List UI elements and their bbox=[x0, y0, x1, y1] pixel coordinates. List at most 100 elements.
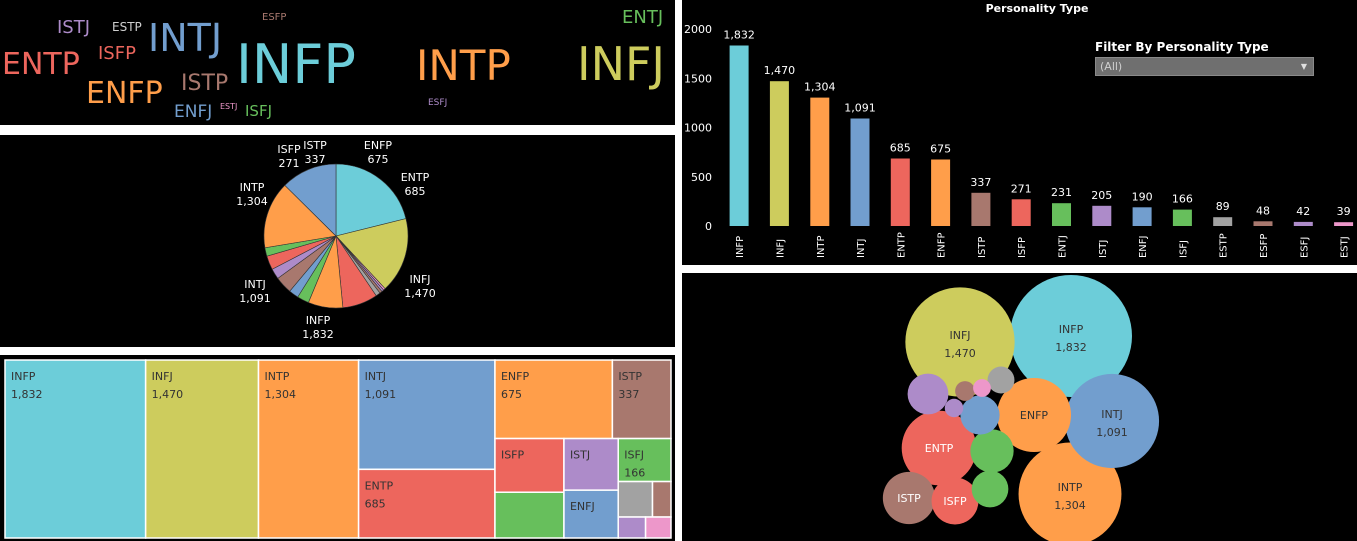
bubble-label-intj: INTJ bbox=[1101, 408, 1122, 421]
filter-label: Filter By Personality Type bbox=[1095, 40, 1269, 54]
word-enfp: ENFP bbox=[86, 76, 163, 111]
bubble-isfj bbox=[971, 470, 1009, 508]
word-istj: ISTJ bbox=[57, 17, 90, 38]
packed-bubble-chart: INFP 1,832 INFJ 1,470 INTP 1,304 INTJ 1,091 ENTP… bbox=[882, 275, 1160, 541]
x-tick-estj: ESTJ bbox=[1340, 236, 1351, 258]
treemap-label-istp: ISTP bbox=[618, 370, 642, 383]
bar-value-label-isfp: 271 bbox=[1011, 182, 1032, 195]
bubble-value-infp: 1,832 bbox=[1055, 341, 1087, 354]
filter-selected-value: (All) bbox=[1100, 60, 1123, 73]
bubble-entj bbox=[970, 429, 1014, 473]
bar-estp bbox=[1213, 217, 1233, 226]
word-istp: ISTP bbox=[181, 71, 228, 96]
bar-value-label-infj: 1,470 bbox=[764, 64, 796, 77]
pie-value-infj: 1,470 bbox=[404, 287, 436, 300]
word-esfp: ESFP bbox=[262, 12, 286, 23]
word-entp: ENTP bbox=[2, 47, 80, 82]
bar-entj bbox=[1052, 203, 1071, 226]
bubble-isfp bbox=[931, 477, 979, 525]
x-tick-intj: INTJ bbox=[856, 239, 867, 259]
treemap-cell-istj bbox=[563, 437, 619, 491]
treemap-cell-infj bbox=[144, 359, 260, 539]
word-estp: ESTP bbox=[112, 20, 142, 34]
bubble-estp bbox=[987, 366, 1015, 394]
bar-estj bbox=[1334, 222, 1354, 226]
bubble-value-intp: 1,304 bbox=[1054, 499, 1086, 512]
bar-value-label-esfp: 48 bbox=[1256, 204, 1270, 217]
word-infp: INFP bbox=[236, 33, 356, 96]
bar-value-label-infp: 1,832 bbox=[723, 29, 755, 42]
bar-istj bbox=[1092, 205, 1112, 226]
x-tick-estp: ESTP bbox=[1219, 233, 1230, 258]
pie-slice-infj bbox=[335, 218, 409, 290]
word-isfp: ISFP bbox=[98, 43, 136, 64]
bar-infp bbox=[729, 45, 749, 226]
bar-esfp bbox=[1253, 221, 1273, 226]
pie-label-intp: INTP bbox=[240, 181, 265, 194]
bubble-infj bbox=[905, 287, 1015, 397]
pie-label-istp: ISTP bbox=[303, 139, 327, 152]
treemap-cell-estp bbox=[617, 480, 654, 518]
pie-value-enfp: 675 bbox=[368, 153, 389, 166]
x-tick-esfp: ESFP bbox=[1259, 234, 1270, 258]
treemap-cell-isfj bbox=[617, 437, 672, 483]
pie-label-isfp: ISFP bbox=[277, 143, 301, 156]
bubble-intj bbox=[1064, 373, 1160, 469]
bar-value-label-estp: 89 bbox=[1216, 200, 1230, 213]
word-estj: ESTJ bbox=[220, 102, 237, 111]
treemap-label-enfj: ENFJ bbox=[570, 500, 595, 513]
pie-value-entp: 685 bbox=[405, 185, 426, 198]
bubble-value-infj: 1,470 bbox=[944, 347, 976, 360]
x-tick-infj: INFJ bbox=[775, 239, 786, 258]
x-tick-isfj: ISFJ bbox=[1178, 240, 1189, 258]
bubble-istp bbox=[882, 471, 936, 525]
bar-value-label-enfp: 675 bbox=[930, 143, 951, 156]
bar-value-label-intj: 1,091 bbox=[844, 102, 876, 115]
x-tick-entp: ENTP bbox=[896, 232, 907, 258]
x-tick-enfp: ENFP bbox=[937, 232, 948, 258]
bar-isfj bbox=[1172, 209, 1192, 226]
x-tick-entj: ENTJ bbox=[1058, 235, 1069, 258]
bar-value-label-isfj: 166 bbox=[1172, 193, 1193, 206]
pie-slice-intj bbox=[284, 163, 337, 237]
personality-type-filter-dropdown[interactable]: (All) ▼ bbox=[1095, 57, 1314, 76]
pie-value-isfp: 271 bbox=[279, 157, 300, 170]
treemap-label-isfp: ISFP bbox=[501, 449, 525, 462]
x-tick-istp: ISTP bbox=[977, 237, 988, 258]
bubble-label-infp: INFP bbox=[1059, 323, 1084, 336]
chevron-down-icon: ▼ bbox=[1300, 62, 1307, 71]
bar-value-label-entj: 231 bbox=[1051, 186, 1072, 199]
treemap-value-enfp: 675 bbox=[501, 388, 522, 401]
y-tick-1000: 1000 bbox=[684, 122, 712, 135]
bubble-intp bbox=[1018, 442, 1122, 541]
pie-value-infp: 1,832 bbox=[302, 328, 334, 341]
pie-label-enfp: ENFP bbox=[364, 139, 393, 152]
x-tick-esfj: ESFJ bbox=[1299, 237, 1310, 258]
treemap-panel: INFP 1,832 INFJ 1,470 INTP 1,304 INTJ 1,091 ENTP… bbox=[0, 355, 675, 541]
bubble-label-enfp: ENFP bbox=[1020, 409, 1049, 422]
bubble-label-istp: ISTP bbox=[897, 492, 921, 505]
bubble-enfj bbox=[960, 395, 1000, 435]
treemap-cell-estj bbox=[644, 516, 672, 539]
treemap-cell-istp bbox=[611, 359, 672, 440]
pie-label-entp: ENTP bbox=[401, 171, 430, 184]
bar-intp bbox=[810, 97, 830, 226]
word-esfj: ESFJ bbox=[428, 98, 447, 108]
bar-value-label-entp: 685 bbox=[890, 142, 911, 155]
bar-chart-panel: Personality Type 0 500 1000 1500 2000 1,832 IN… bbox=[682, 0, 1357, 265]
treemap-value-isfj: 166 bbox=[624, 467, 645, 480]
treemap-label-infp: INFP bbox=[11, 370, 36, 383]
bar-infj bbox=[769, 81, 789, 226]
treemap-value-intj: 1,091 bbox=[365, 388, 397, 401]
x-tick-isfp: ISFP bbox=[1017, 237, 1028, 258]
treemap-value-infp: 1,832 bbox=[11, 388, 43, 401]
bubble-esfp bbox=[955, 381, 975, 401]
bubble-estj bbox=[973, 379, 991, 397]
y-tick-1500: 1500 bbox=[684, 72, 712, 85]
pie-label-infj: INFJ bbox=[409, 273, 430, 286]
word-cloud-panel: INFP INFJ INTP INTJ ENTP ENFP ISTP ISFP ENTJ ISTJ… bbox=[0, 0, 675, 125]
treemap-cell-esfp bbox=[651, 480, 672, 518]
bubble-entp bbox=[901, 410, 977, 486]
bar-enfj bbox=[1132, 207, 1152, 226]
